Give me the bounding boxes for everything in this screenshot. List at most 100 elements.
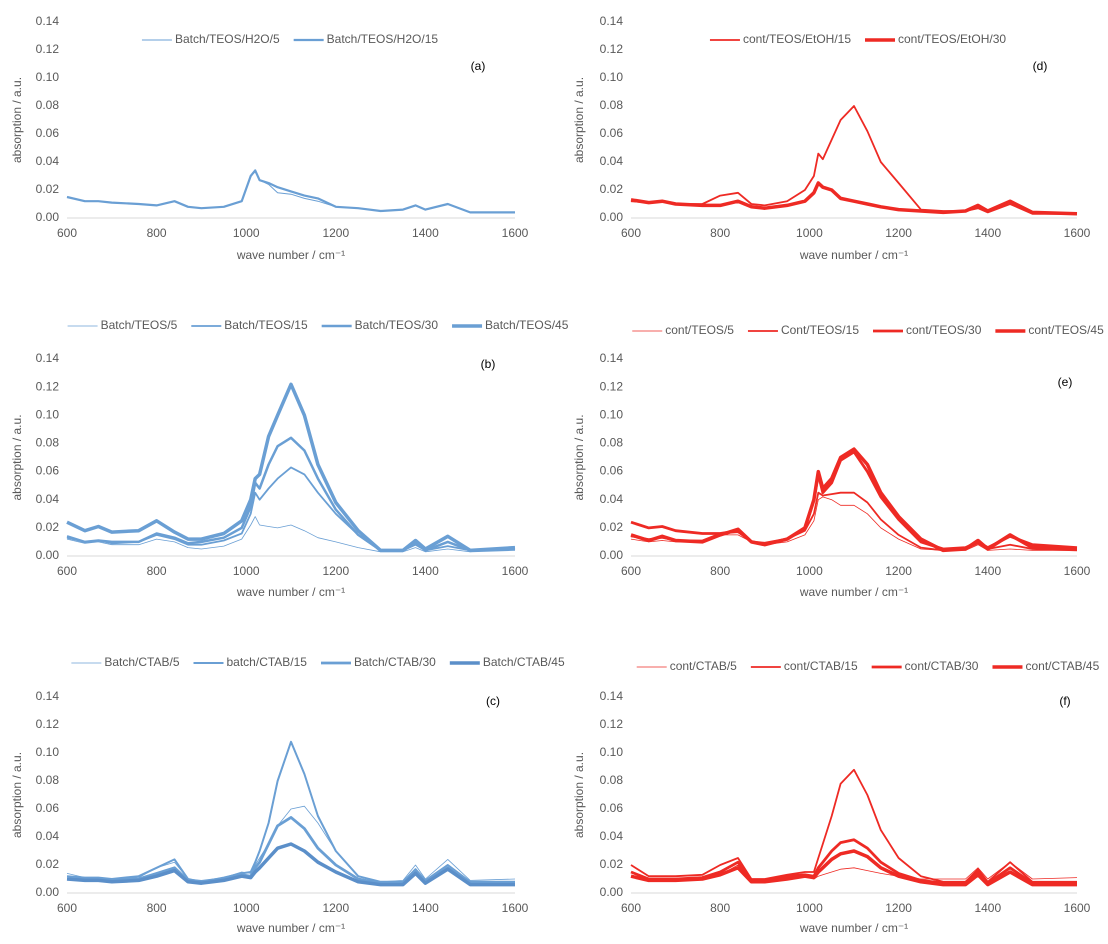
x-tick-label: 600	[621, 564, 641, 578]
series-line	[67, 438, 515, 551]
panel-label: (c)	[486, 694, 500, 708]
y-tick-label: 0.10	[600, 70, 624, 84]
series-line	[631, 106, 1077, 214]
x-tick-label: 1600	[502, 564, 529, 578]
legend-label: Batch/TEOS/30	[355, 318, 439, 332]
y-axis-label: absorption / a.u.	[572, 77, 586, 163]
x-axis-label: wave number / cm⁻¹	[236, 921, 345, 935]
x-tick-label: 1200	[322, 226, 349, 240]
y-tick-label: 0.02	[600, 520, 624, 534]
y-tick-label: 0.04	[36, 492, 60, 506]
y-tick-label: 0.10	[36, 70, 60, 84]
series-line	[67, 742, 515, 882]
y-tick-label: 0.08	[600, 98, 624, 112]
x-tick-label: 1000	[233, 564, 260, 578]
x-tick-label: 1200	[322, 564, 349, 578]
legend-label: Batch/CTAB/30	[354, 655, 436, 669]
x-tick-label: 1600	[1064, 901, 1091, 915]
x-tick-label: 800	[147, 226, 167, 240]
x-tick-label: 1000	[796, 901, 823, 915]
y-axis-label: absorption / a.u.	[572, 414, 586, 500]
y-tick-label: 0.14	[36, 14, 60, 28]
y-tick-label: 0.14	[36, 351, 60, 365]
x-tick-label: 600	[621, 901, 641, 915]
series-line	[67, 170, 515, 212]
x-tick-label: 1400	[412, 901, 439, 915]
x-tick-label: 1400	[412, 226, 439, 240]
legend-label: cont/CTAB/15	[784, 659, 858, 673]
legend-label: Batch/TEOS/5	[101, 318, 178, 332]
x-tick-label: 600	[57, 564, 77, 578]
y-tick-label: 0.14	[600, 14, 624, 28]
legend-label: Batch/TEOS/15	[224, 318, 308, 332]
x-tick-label: 600	[57, 901, 77, 915]
panel-label: (f)	[1059, 694, 1070, 708]
series-line	[631, 770, 1077, 882]
x-tick-label: 1400	[974, 226, 1001, 240]
y-tick-label: 0.02	[36, 857, 60, 871]
y-axis-label: absorption / a.u.	[10, 752, 24, 838]
series-line	[631, 183, 1077, 214]
x-axis-label: wave number / cm⁻¹	[236, 585, 345, 599]
y-tick-label: 0.08	[36, 98, 60, 112]
y-tick-label: 0.02	[600, 857, 624, 871]
y-tick-label: 0.12	[36, 42, 60, 56]
y-tick-label: 0.12	[600, 379, 624, 393]
legend-label: cont/TEOS/5	[665, 323, 734, 337]
y-tick-label: 0.04	[600, 829, 624, 843]
y-tick-label: 0.10	[36, 407, 60, 421]
y-tick-label: 0.02	[600, 182, 624, 196]
panel-label: (b)	[481, 357, 496, 371]
x-tick-label: 1000	[796, 564, 823, 578]
y-tick-label: 0.06	[36, 126, 60, 140]
y-tick-label: 0.00	[600, 548, 624, 562]
y-tick-label: 0.00	[36, 548, 60, 562]
figure: 0.00 0.02 0.04 0.06 0.08 0.10 0.12 0.14 600 800 10…	[0, 0, 1108, 944]
y-tick-label: 0.10	[600, 407, 624, 421]
x-tick-label: 1200	[885, 901, 912, 915]
x-tick-label: 1200	[322, 901, 349, 915]
y-tick-label: 0.14	[600, 689, 624, 703]
y-tick-label: 0.06	[36, 464, 60, 478]
legend-label: cont/CTAB/30	[905, 659, 979, 673]
x-tick-label: 800	[710, 564, 730, 578]
y-tick-label: 0.06	[600, 126, 624, 140]
y-tick-label: 0.06	[600, 801, 624, 815]
y-tick-label: 0.08	[600, 773, 624, 787]
legend-label: Batch/CTAB/45	[483, 655, 565, 669]
x-tick-label: 800	[710, 901, 730, 915]
y-axis-label: absorption / a.u.	[572, 752, 586, 838]
series-line	[67, 817, 515, 883]
y-tick-label: 0.04	[36, 829, 60, 843]
legend-label: Batch/CTAB/5	[104, 655, 179, 669]
x-tick-label: 1200	[885, 226, 912, 240]
y-tick-label: 0.08	[600, 436, 624, 450]
legend-label: cont/TEOS/EtOH/15	[743, 32, 851, 46]
y-tick-label: 0.04	[600, 154, 624, 168]
x-tick-label: 1600	[1064, 226, 1091, 240]
x-tick-label: 1000	[233, 226, 260, 240]
x-tick-label: 800	[710, 226, 730, 240]
y-tick-label: 0.04	[600, 492, 624, 506]
legend-label: cont/TEOS/EtOH/30	[898, 32, 1006, 46]
x-tick-label: 1600	[1064, 564, 1091, 578]
y-axis-label: absorption / a.u.	[10, 77, 24, 163]
y-tick-label: 0.14	[36, 689, 60, 703]
y-tick-label: 0.04	[36, 154, 60, 168]
legend-label: cont/CTAB/5	[670, 659, 737, 673]
legend-label: cont/TEOS/30	[906, 323, 982, 337]
y-tick-label: 0.06	[36, 801, 60, 815]
y-tick-label: 0.10	[600, 745, 624, 759]
y-tick-label: 0.08	[36, 773, 60, 787]
x-tick-label: 800	[147, 564, 167, 578]
legend-label: Batch/TEOS/H2O/5	[175, 32, 280, 46]
x-axis-label: wave number / cm⁻¹	[236, 248, 345, 262]
y-tick-label: 0.10	[36, 745, 60, 759]
x-tick-label: 600	[621, 226, 641, 240]
x-tick-label: 1600	[502, 226, 529, 240]
x-axis-label: wave number / cm⁻¹	[799, 585, 908, 599]
x-axis-label: wave number / cm⁻¹	[799, 921, 908, 935]
y-tick-label: 0.02	[36, 182, 60, 196]
y-tick-label: 0.12	[36, 717, 60, 731]
y-tick-label: 0.00	[36, 885, 60, 899]
